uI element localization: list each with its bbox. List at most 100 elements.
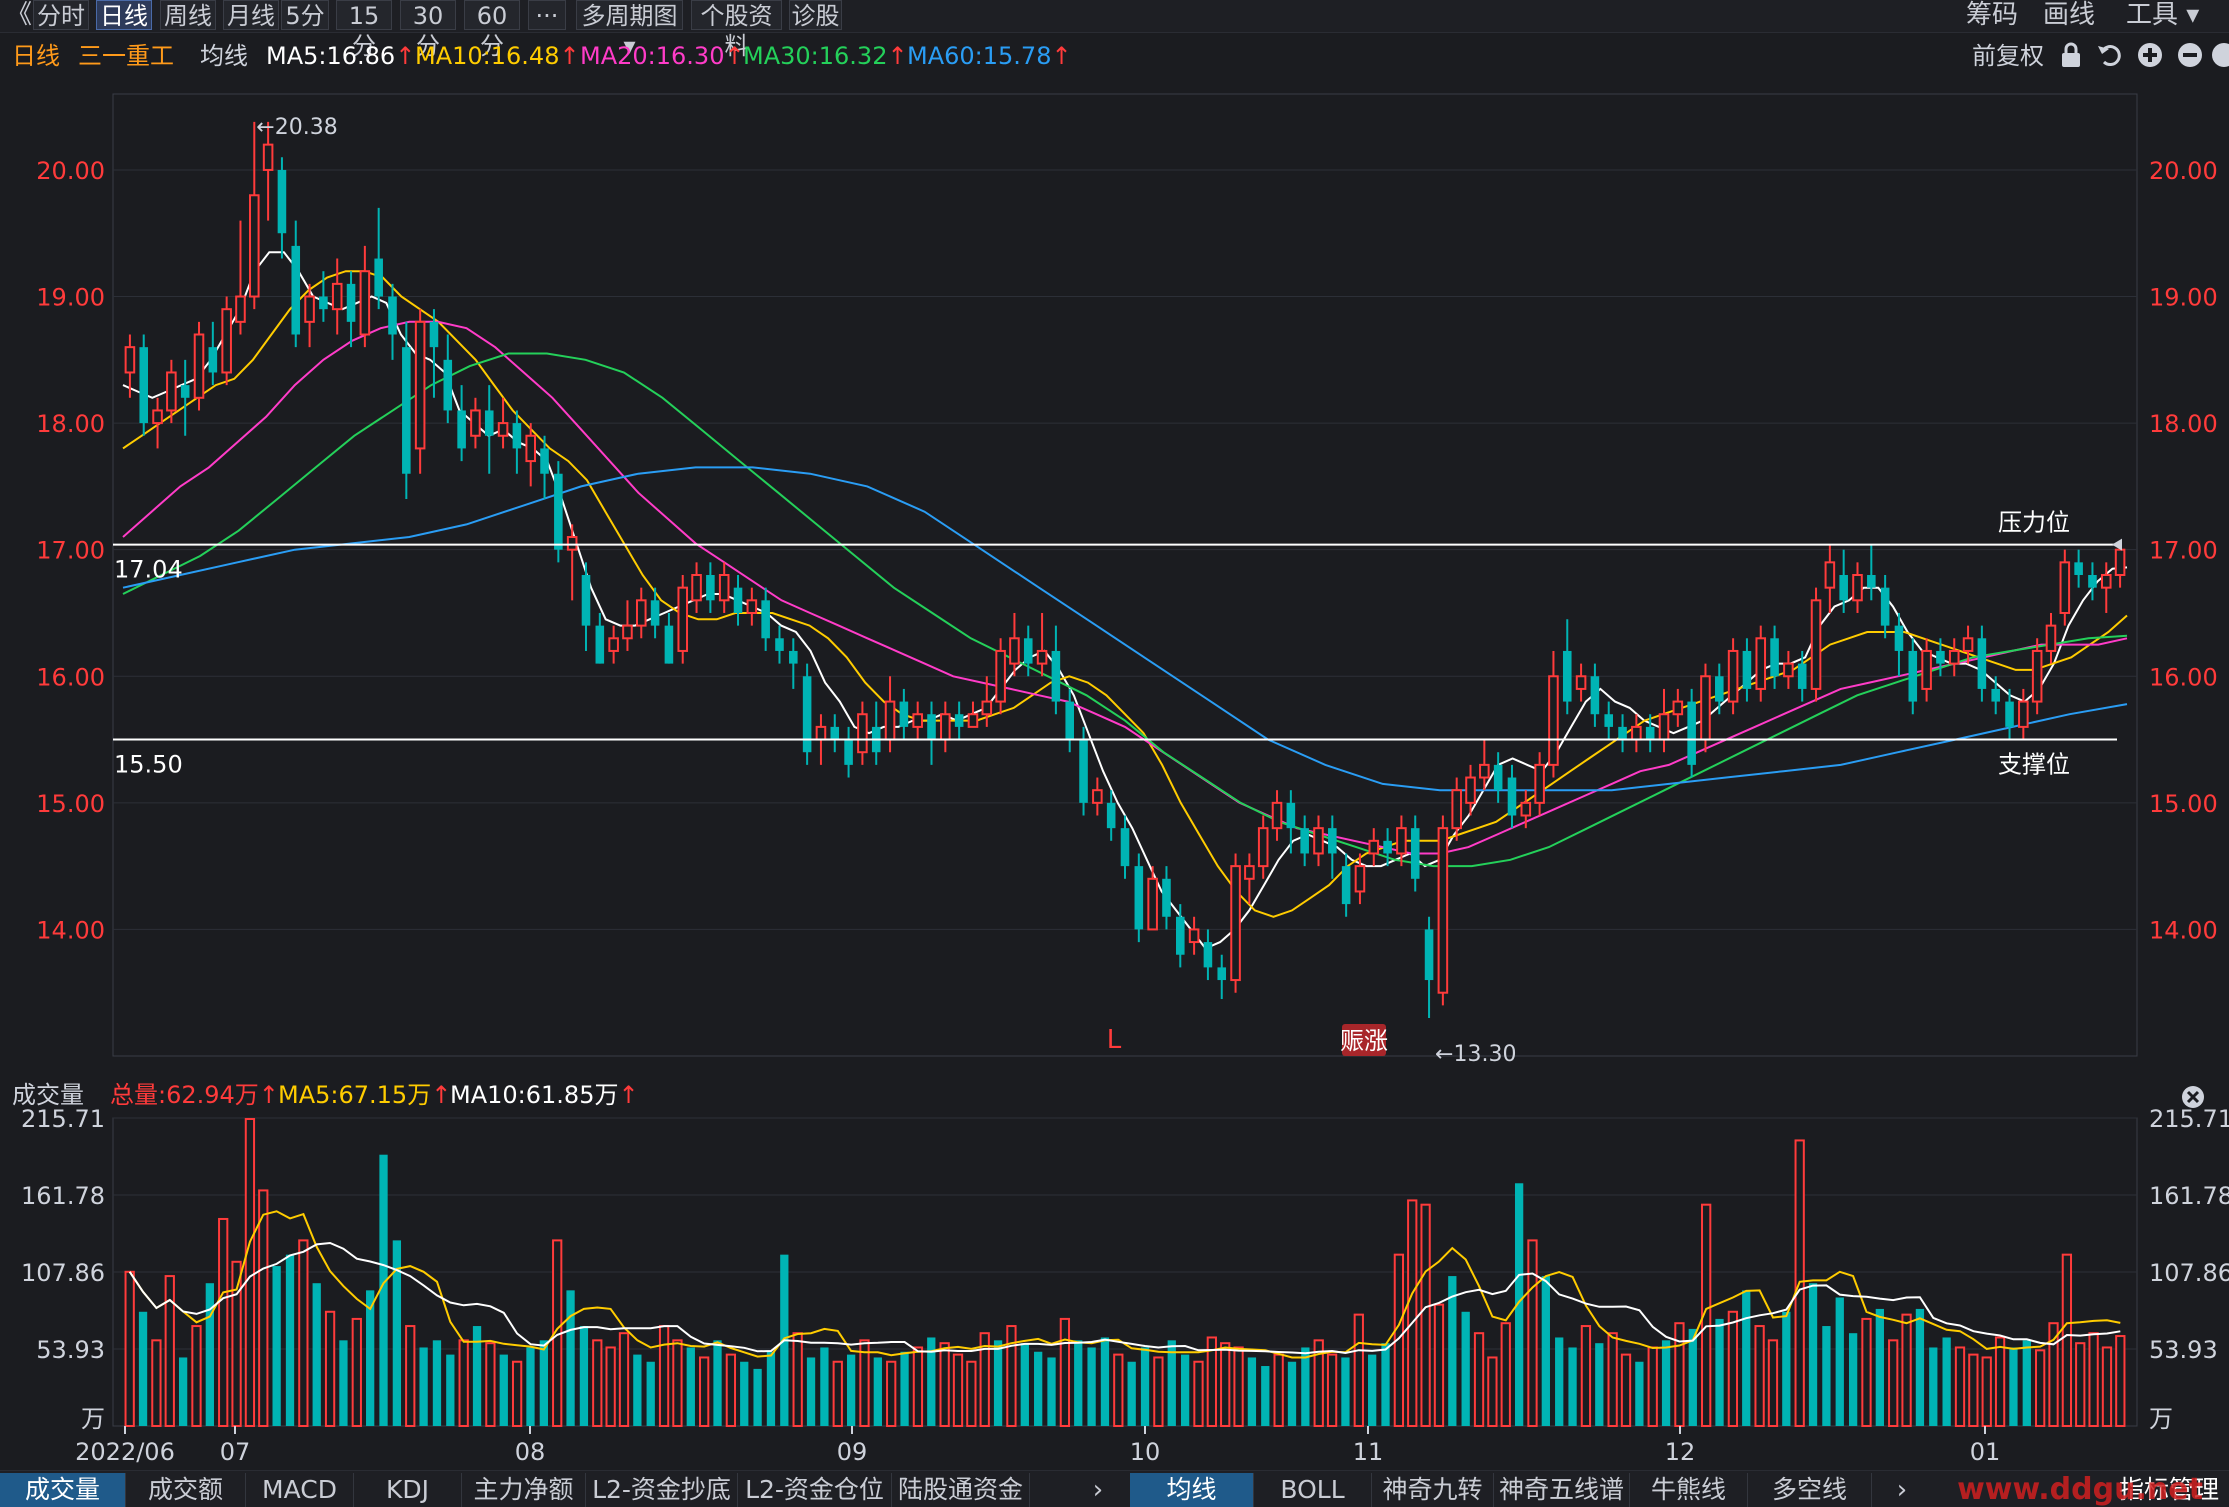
candle-body-up xyxy=(1257,827,1269,868)
volume-bar-down xyxy=(766,1351,776,1426)
indicator-tab-7[interactable]: 陆股通资金 xyxy=(892,1473,1030,1507)
volume-bar-down xyxy=(1595,1343,1604,1426)
volume-bar-down xyxy=(1461,1311,1470,1426)
volume-bar-down xyxy=(713,1340,722,1426)
lock-icon[interactable] xyxy=(2058,40,2084,82)
volume-bar-up xyxy=(859,1339,870,1428)
period-tab-10[interactable]: 个股资料 xyxy=(691,0,782,60)
candle-body-up xyxy=(2018,700,2029,728)
candle-body-down xyxy=(291,245,301,335)
overlay-tab-4[interactable]: 牛熊线 xyxy=(1630,1473,1748,1507)
volume-bar-up xyxy=(1473,1332,1485,1427)
overlay-tab-0[interactable]: 均线 xyxy=(1130,1473,1254,1507)
period-tab-3[interactable]: 月线 xyxy=(223,0,279,30)
candle-body-up xyxy=(1755,637,1767,690)
period-tab-2[interactable]: 周线 xyxy=(160,0,216,30)
overlay-tab-1[interactable]: BOLL xyxy=(1254,1473,1372,1507)
period-tab-6[interactable]: 30分 xyxy=(400,0,456,60)
candle-body-down xyxy=(429,321,439,348)
candle-body-up xyxy=(2031,649,2043,703)
drawing-tools-button[interactable]: 画线 xyxy=(2043,0,2096,30)
volume-bar-down xyxy=(927,1337,936,1426)
x-axis-label: 07 xyxy=(220,1438,251,1466)
volume-bar-up xyxy=(1727,1310,1739,1428)
undo-icon[interactable] xyxy=(2096,40,2124,82)
period-tab-9[interactable]: 多周期图 ▾ xyxy=(576,0,683,60)
more-icon[interactable] xyxy=(2210,40,2229,82)
period-tab-4[interactable]: 5分 xyxy=(281,0,329,30)
collapse-arrow-button[interactable]: 《 xyxy=(6,0,33,30)
watermark: www.ddgu.net xyxy=(1957,1472,2203,1507)
period-tab-0[interactable]: 分时 xyxy=(33,0,89,30)
indicator-tab-5[interactable]: L2-资金抄底 xyxy=(586,1473,738,1507)
candle-body-down xyxy=(954,714,964,727)
volume-bar-up xyxy=(912,1346,924,1427)
volume-bar-up xyxy=(1487,1356,1498,1427)
period-tab-7[interactable]: 60分 xyxy=(464,0,520,60)
indicator-manage-button[interactable]: 指标管理 xyxy=(2118,1475,2219,1504)
volume-bar-down xyxy=(1661,1340,1671,1426)
tabs-scroll-right-icon[interactable]: › xyxy=(1092,1475,1104,1505)
price-pointer-icon xyxy=(2112,538,2122,551)
zoom-out-icon[interactable] xyxy=(2176,40,2204,82)
candle-body-down xyxy=(775,638,784,651)
overlay-tab-5[interactable]: 多空线 xyxy=(1748,1473,1872,1507)
low-price-annotation: ←13.30 xyxy=(1435,1042,1516,1067)
indicator-tab-0[interactable]: 成交量 xyxy=(0,1473,126,1507)
indicator-tab-3[interactable]: KDJ xyxy=(354,1473,462,1507)
tools-menu-button[interactable]: 工具 ▾ xyxy=(2126,0,2200,30)
volume-bar-up xyxy=(605,1346,616,1427)
candle-body-up xyxy=(1009,637,1020,665)
tabs-scroll-right-icon-2[interactable]: › xyxy=(1896,1475,1908,1505)
volume-bar-down xyxy=(1074,1340,1083,1426)
candle-body-down xyxy=(1162,878,1171,917)
zoom-in-icon[interactable] xyxy=(2136,40,2164,82)
candle-body-up xyxy=(691,574,702,602)
candle-body-up xyxy=(124,346,136,374)
volume-bar-down xyxy=(1341,1357,1350,1426)
overlay-tab-2[interactable]: 神奇九转 xyxy=(1372,1473,1494,1507)
volume-bar-up xyxy=(1420,1203,1431,1427)
volume-bar-down xyxy=(285,1254,295,1426)
volume-axis-label-right: 161.78 xyxy=(2149,1182,2229,1210)
ma-label[interactable]: 均线 xyxy=(200,42,248,70)
candle-body-down xyxy=(443,359,453,411)
price-axis-label-right: 19.00 xyxy=(2149,284,2218,312)
candle-body-down xyxy=(1507,777,1517,816)
candle-body-down xyxy=(1217,967,1227,981)
candle-body-up xyxy=(1534,763,1545,804)
volume-axis-label-right: 万 xyxy=(2149,1405,2173,1433)
candle-body-up xyxy=(331,282,343,311)
volume-bar-up xyxy=(1701,1203,1712,1427)
indicator-tab-6[interactable]: L2-资金仓位 xyxy=(738,1473,892,1507)
candle-body-down xyxy=(830,726,840,740)
indicator-tab-1[interactable]: 成交额 xyxy=(126,1473,246,1507)
kline-chart[interactable]: 20.00 20.00 19.00 19.00 18.00 18.00 17.00 17.00… xyxy=(0,0,2229,1470)
volume-bar-down xyxy=(1127,1361,1136,1426)
indicator-tab-4[interactable]: 主力净额 xyxy=(462,1473,586,1507)
stock-name[interactable]: 三一重工 xyxy=(78,42,174,70)
candle-body-down xyxy=(1645,726,1655,740)
volume-bar-up xyxy=(1968,1353,1979,1428)
period-tab-8[interactable]: ··· xyxy=(528,0,566,30)
forward-adjust-button[interactable]: 前复权 xyxy=(1972,42,2044,70)
candle-body-down xyxy=(1175,916,1185,955)
overlay-tab-3[interactable]: 神奇五线谱 xyxy=(1494,1473,1630,1507)
volume-bar-down xyxy=(1929,1347,1938,1426)
volume-bar-down xyxy=(1782,1311,1791,1426)
volume-bar-up xyxy=(1607,1332,1618,1427)
chip-distribution-button[interactable]: 筹码 xyxy=(1966,0,2019,30)
volume-bar-up xyxy=(1193,1360,1204,1427)
candle-body-up xyxy=(1396,827,1407,855)
candle-body-up xyxy=(1368,839,1380,855)
period-tab-1[interactable]: 日线 xyxy=(96,0,152,30)
volume-bar-up xyxy=(2115,1335,2126,1427)
volume-bar-up xyxy=(218,1217,229,1427)
volume-bar-down xyxy=(539,1340,548,1426)
indicator-tab-2[interactable]: MACD xyxy=(246,1473,354,1507)
candle-body-up xyxy=(815,725,827,741)
period-tab-11[interactable]: 诊股 xyxy=(789,0,842,30)
close-indicator-icon[interactable] xyxy=(2180,1083,2206,1121)
volume-bar-up xyxy=(151,1339,162,1428)
period-tab-5[interactable]: 15分 xyxy=(336,0,392,60)
